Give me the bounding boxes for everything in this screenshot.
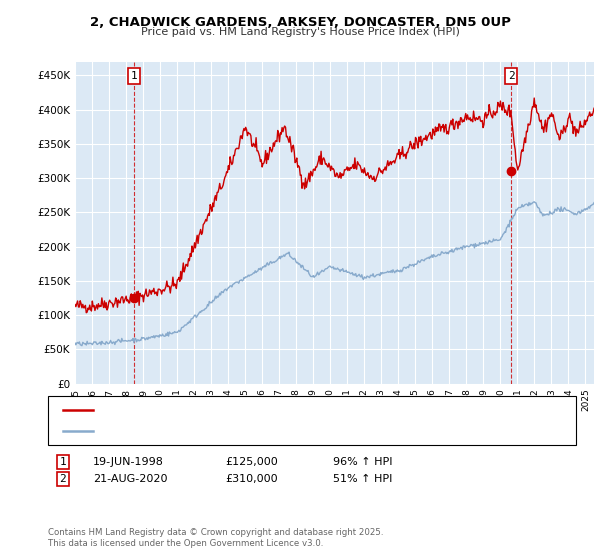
Text: 51% ↑ HPI: 51% ↑ HPI	[333, 474, 392, 484]
Text: 1: 1	[59, 457, 67, 467]
Text: 1: 1	[131, 71, 137, 81]
Text: 2: 2	[59, 474, 67, 484]
Text: £310,000: £310,000	[225, 474, 278, 484]
Text: Contains HM Land Registry data © Crown copyright and database right 2025.
This d: Contains HM Land Registry data © Crown c…	[48, 528, 383, 548]
Text: 96% ↑ HPI: 96% ↑ HPI	[333, 457, 392, 467]
Text: 2, CHADWICK GARDENS, ARKSEY, DONCASTER, DN5 0UP (detached house): 2, CHADWICK GARDENS, ARKSEY, DONCASTER, …	[100, 405, 469, 415]
Text: 19-JUN-1998: 19-JUN-1998	[93, 457, 164, 467]
Text: 2: 2	[508, 71, 515, 81]
Text: HPI: Average price, detached house, Doncaster: HPI: Average price, detached house, Donc…	[100, 426, 331, 436]
Text: 2, CHADWICK GARDENS, ARKSEY, DONCASTER, DN5 0UP: 2, CHADWICK GARDENS, ARKSEY, DONCASTER, …	[89, 16, 511, 29]
Text: £125,000: £125,000	[225, 457, 278, 467]
Text: Price paid vs. HM Land Registry's House Price Index (HPI): Price paid vs. HM Land Registry's House …	[140, 27, 460, 37]
Text: 21-AUG-2020: 21-AUG-2020	[93, 474, 167, 484]
